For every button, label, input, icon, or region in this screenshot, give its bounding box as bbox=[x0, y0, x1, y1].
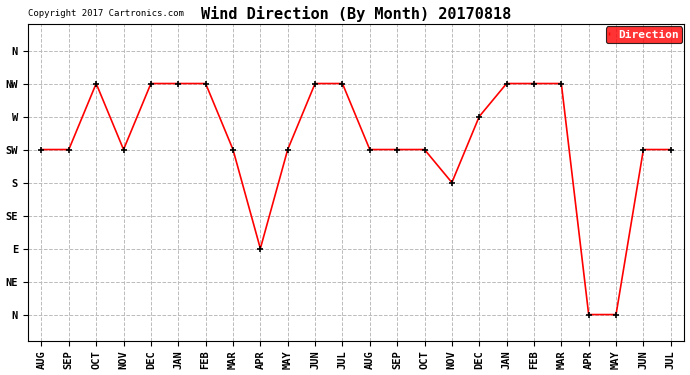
Text: Copyright 2017 Cartronics.com: Copyright 2017 Cartronics.com bbox=[28, 9, 184, 18]
Legend: Direction: Direction bbox=[606, 26, 682, 43]
Title: Wind Direction (By Month) 20170818: Wind Direction (By Month) 20170818 bbox=[201, 6, 511, 21]
